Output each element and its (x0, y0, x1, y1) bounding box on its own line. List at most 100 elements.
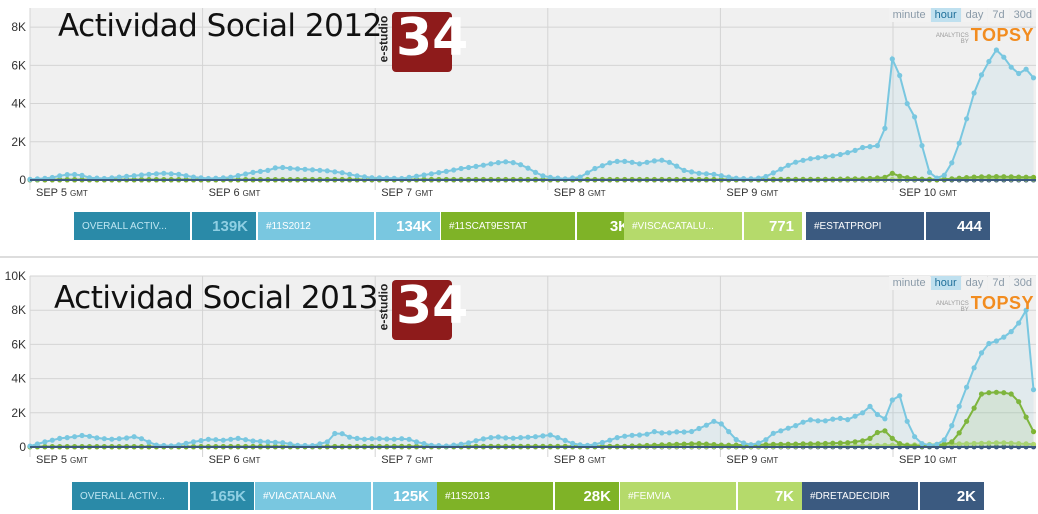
data-point (35, 441, 40, 446)
data-point (265, 168, 270, 173)
timeframe-7d-button[interactable]: 7d (988, 276, 1008, 290)
data-point (711, 419, 716, 424)
data-point (221, 438, 226, 443)
data-point (696, 171, 701, 176)
x-tick-date: SEP 5 (36, 454, 70, 466)
legend-label: #VISCACATALU... (624, 212, 742, 240)
data-point (280, 440, 285, 445)
timeframe-hour-button[interactable]: hour (931, 276, 961, 290)
timeframe-30d-button[interactable]: 30d (1010, 8, 1036, 22)
data-point (644, 160, 649, 165)
data-point (511, 160, 516, 165)
data-point (250, 438, 255, 443)
brand-name: TOPSY (971, 293, 1034, 313)
chart-title: Actividad Social 2012 (58, 8, 382, 44)
data-point (117, 436, 122, 441)
data-point (488, 161, 493, 166)
data-point (689, 169, 694, 174)
data-point (793, 160, 798, 165)
legend-label: #ESTATPROPI (806, 212, 924, 240)
data-point (942, 173, 947, 178)
data-point (637, 161, 642, 166)
data-point (243, 437, 248, 442)
x-tick-timezone: GMT (243, 456, 261, 465)
legend-value: 444 (924, 212, 990, 240)
timeframe-day-button[interactable]: day (962, 8, 988, 22)
data-point (332, 431, 337, 436)
x-tick-timezone: GMT (588, 456, 606, 465)
data-point (488, 435, 493, 440)
data-point (845, 150, 850, 155)
legend-item[interactable]: #VISCACATALU...771 (624, 212, 802, 240)
data-point (786, 163, 791, 168)
data-point (57, 436, 62, 441)
data-point (867, 404, 872, 409)
x-tick-label: SEP 9 GMT (726, 454, 778, 466)
data-point (347, 172, 352, 177)
legend-item[interactable]: OVERALL ACTIV...165K (72, 482, 254, 510)
data-point (258, 169, 263, 174)
legend-label: #11S2013 (437, 482, 553, 510)
data-point (124, 174, 129, 179)
data-point (332, 169, 337, 174)
data-point (109, 437, 114, 442)
timeframe-7d-button[interactable]: 7d (988, 8, 1008, 22)
data-point (957, 141, 962, 146)
timeframe-day-button[interactable]: day (962, 276, 988, 290)
data-point (890, 397, 895, 402)
y-tick-label: 4K (11, 97, 26, 111)
data-point (905, 419, 910, 424)
data-point (592, 166, 597, 171)
data-point (451, 167, 456, 172)
data-point (340, 431, 345, 436)
data-point (273, 440, 278, 445)
data-point (94, 435, 99, 440)
legend-value: 165K (188, 482, 254, 510)
timeframe-hour-button[interactable]: hour (931, 8, 961, 22)
data-point (161, 171, 166, 176)
data-point (518, 162, 523, 167)
data-point (72, 172, 77, 177)
data-point (525, 166, 530, 171)
timeframe-30d-button[interactable]: 30d (1010, 276, 1036, 290)
data-point (154, 171, 159, 176)
data-point (236, 173, 241, 178)
x-tick-label: SEP 7 GMT (381, 187, 433, 199)
legend-label: OVERALL ACTIV... (74, 212, 190, 240)
data-point (184, 173, 189, 178)
data-point (79, 433, 84, 438)
x-tick-timezone: GMT (760, 456, 778, 465)
data-point (719, 173, 724, 178)
data-point (845, 417, 850, 422)
data-point (630, 433, 635, 438)
data-point (288, 441, 293, 446)
x-tick-date: SEP 10 (899, 454, 939, 466)
data-point (228, 437, 233, 442)
data-point (473, 438, 478, 443)
data-point (815, 155, 820, 160)
data-point (964, 116, 969, 121)
timeframe-minute-button[interactable]: minute (889, 8, 930, 22)
data-point (355, 173, 360, 178)
data-point (696, 426, 701, 431)
data-point (652, 429, 657, 434)
data-point (377, 436, 382, 441)
timeframe-minute-button[interactable]: minute (889, 276, 930, 290)
data-point (288, 166, 293, 171)
x-tick-date: SEP 9 (726, 187, 760, 199)
x-tick-timezone: GMT (415, 189, 433, 198)
data-point (265, 439, 270, 444)
legend-label: #FEMVIA (620, 482, 736, 510)
data-point (421, 172, 426, 177)
legend-item[interactable]: OVERALL ACTIV...139K (74, 212, 256, 240)
